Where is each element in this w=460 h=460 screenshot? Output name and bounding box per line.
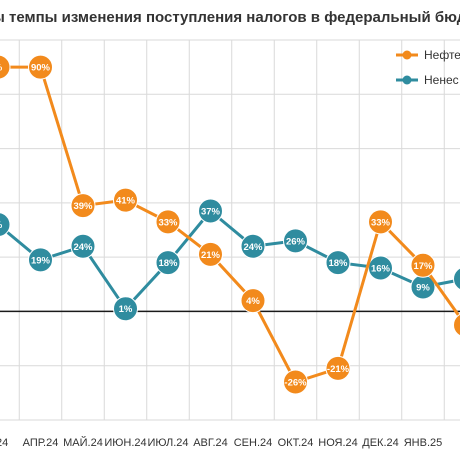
- data-label: 37%: [201, 207, 221, 218]
- series-neftegaz: % 90% 39% 41% 33% 21% 4% -26% -21% 33% 17%: [0, 54, 460, 395]
- data-point: [410, 252, 436, 278]
- x-tick-label: НОЯ.24: [318, 437, 358, 449]
- data-label: 33%: [371, 217, 391, 228]
- data-label: 41%: [116, 196, 136, 207]
- x-tick-label: ДЕК.24: [362, 437, 399, 449]
- data-point: [113, 296, 138, 322]
- data-label: 24%: [73, 242, 93, 253]
- x-tick-label: ОКТ.24: [278, 437, 314, 449]
- series-nenef: % 19% 24% 1% 18% 37% 24% 26% 18% 16% 9%: [0, 198, 460, 322]
- x-tick-label: Р.24: [0, 437, 8, 449]
- legend-swatch-marker: [402, 75, 412, 85]
- data-point: [155, 250, 181, 276]
- data-label: 17%: [413, 261, 433, 272]
- data-label: 18%: [158, 258, 178, 269]
- data-label: 19%: [31, 255, 51, 266]
- data-label: 16%: [371, 264, 391, 275]
- data-point: [70, 233, 96, 259]
- grid: [0, 39, 460, 421]
- data-label: 18%: [328, 258, 348, 269]
- data-point: [453, 313, 460, 337]
- data-label: 90%: [31, 63, 51, 74]
- data-label: -26%: [284, 378, 307, 389]
- x-tick-label: ЯНВ.25: [404, 437, 443, 449]
- data-point: [240, 233, 266, 259]
- data-point: [283, 369, 308, 395]
- x-tick-label: АПР.24: [23, 437, 59, 449]
- data-label: %: [0, 63, 3, 74]
- data-point: [198, 241, 223, 267]
- data-point: [198, 198, 223, 224]
- data-point: [0, 54, 11, 80]
- data-point: [283, 228, 308, 254]
- legend: Нефте Ненес: [396, 48, 460, 87]
- x-tick-label: СЕН.24: [234, 437, 273, 449]
- data-point: [368, 209, 393, 235]
- data-point: [325, 250, 351, 276]
- data-point: [155, 209, 181, 235]
- data-point: [325, 355, 351, 381]
- data-label: 33%: [158, 217, 178, 228]
- x-tick-label: ИЮН.24: [104, 437, 146, 449]
- legend-swatch-marker: [402, 50, 412, 60]
- data-point: [70, 193, 96, 219]
- series-group: % 19% 24% 1% 18% 37% 24% 26% 18% 16% 9%% 90% 39% 41% 3…: [0, 54, 460, 395]
- chart-title: ы темпы изменения поступления налогов в …: [0, 9, 460, 26]
- data-label: 21%: [201, 250, 221, 261]
- data-label: 1%: [119, 304, 133, 315]
- x-tick-label: АВГ.24: [193, 437, 228, 449]
- x-tick-label: ИЮЛ.24: [147, 437, 188, 449]
- data-point: [453, 267, 460, 291]
- data-point: [0, 212, 11, 237]
- x-tick-label: МАЙ.24: [63, 436, 103, 449]
- legend-label: Нефте: [424, 48, 460, 62]
- data-label: 26%: [286, 236, 306, 247]
- data-label: %: [0, 220, 3, 231]
- data-label: 24%: [243, 242, 263, 253]
- data-label: 4%: [246, 296, 260, 307]
- data-point: [28, 247, 53, 273]
- data-point: [240, 288, 266, 314]
- data-point: [113, 187, 138, 213]
- data-point: [28, 54, 53, 80]
- data-label: 39%: [73, 201, 93, 212]
- legend-label: Ненес: [424, 73, 459, 87]
- data-label: 9%: [416, 283, 430, 294]
- data-label: -21%: [327, 364, 350, 375]
